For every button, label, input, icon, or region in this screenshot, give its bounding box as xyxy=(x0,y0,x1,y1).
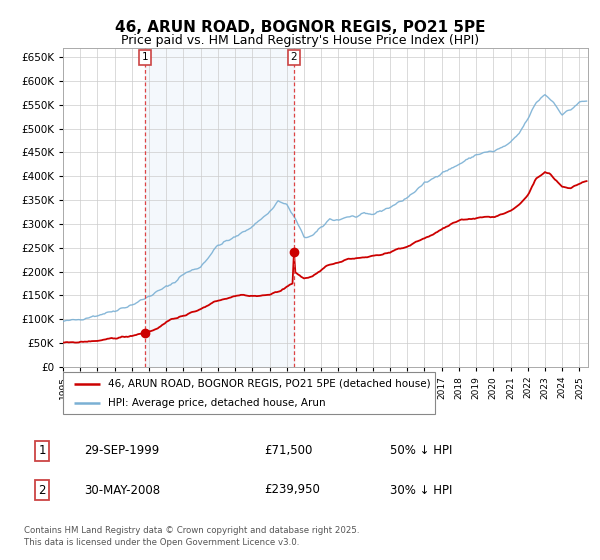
Text: Price paid vs. HM Land Registry's House Price Index (HPI): Price paid vs. HM Land Registry's House … xyxy=(121,34,479,46)
Text: 2: 2 xyxy=(290,52,298,62)
Text: 46, ARUN ROAD, BOGNOR REGIS, PO21 5PE (detached house): 46, ARUN ROAD, BOGNOR REGIS, PO21 5PE (d… xyxy=(107,379,430,389)
Text: 30-MAY-2008: 30-MAY-2008 xyxy=(84,483,160,497)
Text: 2: 2 xyxy=(38,483,46,497)
Text: 30% ↓ HPI: 30% ↓ HPI xyxy=(390,483,452,497)
Text: HPI: Average price, detached house, Arun: HPI: Average price, detached house, Arun xyxy=(107,398,325,408)
Text: 29-SEP-1999: 29-SEP-1999 xyxy=(84,444,159,458)
Text: £71,500: £71,500 xyxy=(264,444,313,458)
FancyBboxPatch shape xyxy=(63,372,435,414)
Text: 46, ARUN ROAD, BOGNOR REGIS, PO21 5PE: 46, ARUN ROAD, BOGNOR REGIS, PO21 5PE xyxy=(115,20,485,35)
Text: 1: 1 xyxy=(142,52,148,62)
Text: 1: 1 xyxy=(38,444,46,458)
Text: 50% ↓ HPI: 50% ↓ HPI xyxy=(390,444,452,458)
Text: £239,950: £239,950 xyxy=(264,483,320,497)
Bar xyxy=(145,48,294,367)
Text: Contains HM Land Registry data © Crown copyright and database right 2025.
This d: Contains HM Land Registry data © Crown c… xyxy=(24,526,359,547)
